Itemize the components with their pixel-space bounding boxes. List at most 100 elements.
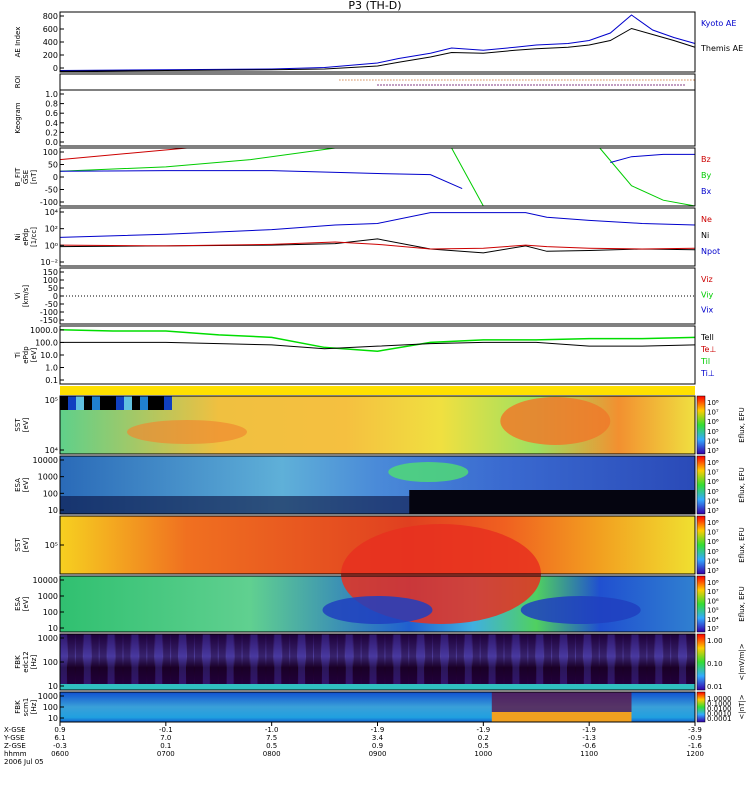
overview-strip (60, 386, 695, 395)
xaxis-value: -1.0 (265, 726, 279, 734)
ae-series-kyoto (59, 14, 696, 71)
cb-tick-sst1: 10³ (707, 447, 719, 455)
colorbar-esa2 (696, 575, 706, 633)
xaxis-value: -0.3 (53, 742, 67, 750)
fbk1-stripe (258, 634, 266, 690)
xaxis-row-label: Z-GSE (4, 742, 26, 750)
xaxis-value: 1000 (474, 750, 492, 758)
xaxis-value: 7.0 (160, 734, 171, 742)
panel-frame-keogram (59, 89, 696, 147)
xaxis-value: -1.3 (582, 734, 596, 742)
xaxis-value: 3.4 (372, 734, 384, 742)
legend-ni: Ni (701, 231, 709, 240)
ylabel-keogram: Keogram (14, 102, 22, 133)
xaxis-value: 0.9 (372, 742, 383, 750)
bfit-by (59, 147, 336, 172)
legend-bfit: By (701, 171, 711, 180)
legend-vi: Viz (701, 275, 713, 284)
cb-tick-sst1: 10⁵ (707, 428, 719, 436)
cb-tick-esa1: 10⁶ (707, 478, 719, 486)
ytick-vi: 150 (43, 268, 58, 277)
fbk1-stripe (131, 634, 139, 690)
ae-series-themis (59, 27, 696, 72)
fbk1-stripe (147, 634, 155, 690)
ytick-esa1: 10 (48, 506, 58, 515)
sst1-block (132, 396, 140, 410)
fbk1-stripe (393, 634, 401, 690)
legend-ae: Kyoto AE (701, 19, 736, 28)
fbk1-stripe (321, 634, 329, 690)
ytick-vi: -100 (40, 308, 58, 317)
fbk1-stripe (385, 634, 393, 690)
ytick-keogram: 0.2 (45, 128, 58, 137)
legend-bfit: Bx (701, 187, 711, 196)
ytick-esa2: 1000 (38, 592, 58, 601)
esa2-blue (322, 596, 433, 624)
fbk1-stripe (83, 634, 91, 690)
xaxis-value: -1.9 (476, 726, 490, 734)
sst1-block (140, 396, 148, 410)
fbk1-stripe (353, 634, 361, 690)
cb-tick-sst1: 10⁶ (707, 418, 719, 426)
fbk1-stripe (187, 634, 194, 690)
ylabel-esa1: [eV] (22, 477, 30, 492)
cb-tick-fbk2: 0.0010 (707, 710, 732, 718)
cb-tick-fbk2: 0.0001 (707, 715, 732, 723)
fbk1-stripe (496, 634, 504, 690)
panel-frame-esa1 (59, 455, 696, 515)
legend-vi: Viy (701, 290, 714, 299)
legend-vi: Vix (701, 306, 714, 315)
fbk1-stripe (441, 634, 448, 690)
ytick-ti: 1000.0 (30, 326, 58, 335)
ylabel-fbk2: [Hz] (30, 700, 38, 715)
fbk2-burst-low (491, 712, 632, 722)
ylabel-fbk2: scm1 (22, 698, 30, 717)
fbk1-stripe (639, 634, 647, 690)
xaxis-value: 0.1 (160, 742, 171, 750)
ytick-keogram: 0.0 (45, 138, 58, 147)
fbk1-stripe (234, 634, 242, 690)
bfit-bz (59, 147, 188, 161)
fbk1-stripe (298, 634, 306, 690)
cb-tick-fbk1: 0.10 (707, 660, 723, 668)
fbk1-stripe (99, 634, 107, 690)
ytick-fbk1: 1000 (38, 634, 58, 643)
fbk1-stripe (361, 634, 369, 690)
fbk1-stripe (401, 634, 409, 690)
xaxis-value: -0.6 (582, 742, 596, 750)
panel-frame-ti (59, 325, 696, 385)
ylabel-esa2: [eV] (22, 596, 30, 611)
fbk1-stripe (91, 634, 99, 690)
fbk1-stripe (456, 634, 464, 690)
xaxis-value: -3.9 (688, 726, 702, 734)
fbk1-stripe (488, 634, 496, 690)
esa1-green (388, 462, 469, 482)
fbk1-stripe (504, 634, 512, 690)
sst1-block (92, 396, 100, 410)
colorbar-esa1 (696, 455, 706, 515)
fbk1-stripe (607, 634, 615, 690)
ytick-esa2: 100 (43, 608, 58, 617)
xaxis-value: 0.9 (54, 726, 65, 734)
fbk1-stripe (369, 634, 377, 690)
ytick-ae: 0 (53, 64, 58, 73)
ylabel-fbk1: FBK (14, 655, 22, 669)
xaxis-value: 0.2 (478, 734, 489, 742)
fbk1-stripe (290, 634, 298, 690)
fbk1-stripe (631, 634, 639, 690)
xaxis-row-label: Y-GSE (3, 734, 25, 742)
bfit-bx (59, 170, 463, 190)
fbk1-stripe (528, 634, 536, 690)
ylabel-sst2: [eV] (22, 537, 30, 552)
ytick-ni: 10⁰ (45, 241, 58, 250)
fbk1-stripe (242, 634, 250, 690)
colorbar-sst2 (696, 515, 706, 575)
ytick-bfit: -50 (45, 186, 58, 195)
fbk1-stripe (599, 634, 607, 690)
cb-tick-esa2: 10⁷ (707, 588, 719, 596)
cb-tick-sst2: 10⁷ (707, 529, 719, 537)
sst1-hot (127, 420, 247, 444)
panel-frame-sst1 (59, 395, 696, 455)
cb-tick-esa2: 10³ (707, 625, 719, 633)
